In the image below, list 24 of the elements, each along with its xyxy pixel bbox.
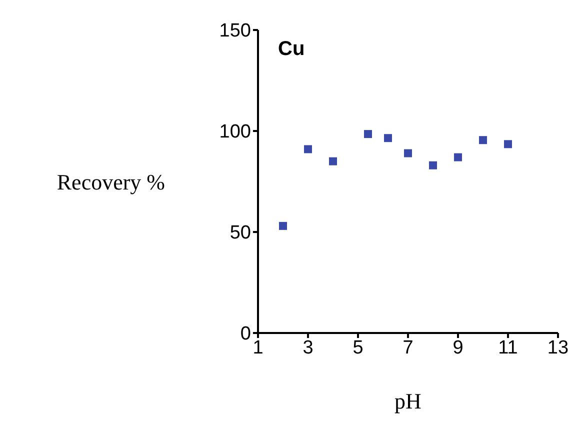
x-axis-title: pH — [394, 388, 422, 414]
y-tick-label: 100 — [219, 122, 251, 143]
y-axis-title: Recovery % — [56, 169, 165, 194]
y-tick-label: 150 — [219, 20, 251, 42]
x-tick-label: 5 — [352, 337, 364, 358]
point — [279, 222, 287, 230]
x-tick-label: 3 — [302, 337, 314, 358]
y-tick-label: 0 — [240, 324, 251, 345]
point — [364, 130, 372, 138]
point — [384, 134, 392, 142]
x-tick-label: 7 — [402, 337, 414, 358]
y-tick-label: 50 — [230, 222, 251, 244]
point — [454, 153, 462, 162]
x-tick-label: 9 — [452, 337, 464, 358]
annotation: Cu — [278, 38, 305, 60]
point — [404, 149, 412, 158]
point — [504, 140, 512, 148]
x-tick-label: 13 — [547, 337, 569, 358]
point — [304, 145, 312, 154]
point — [329, 157, 337, 166]
point — [429, 161, 437, 170]
x-tick-label: 11 — [498, 337, 518, 358]
x-tick-label: 1 — [252, 337, 264, 358]
point — [479, 136, 487, 144]
